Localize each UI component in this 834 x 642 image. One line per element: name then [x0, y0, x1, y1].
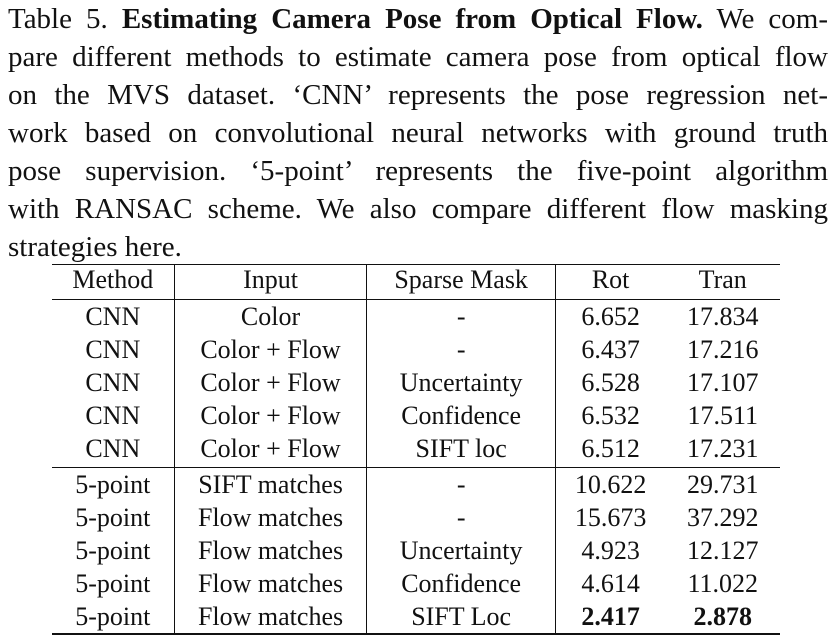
cell-rot: 6.532	[581, 401, 640, 430]
header-tran: Tran	[698, 265, 747, 294]
cell-mask: -	[366, 333, 556, 366]
table-label: Table 5.	[8, 3, 108, 35]
cell-tran: 17.834	[686, 302, 759, 331]
cell-mask: -	[366, 501, 556, 534]
cell-mask: Confidence	[366, 399, 556, 432]
cell-input: Color + Flow	[173, 432, 367, 468]
caption-line-1: Table 5. Estimating Camera Pose from Opt…	[8, 0, 828, 38]
caption-text: We com-	[716, 3, 828, 35]
cell-method: 5-point	[75, 569, 151, 598]
cell-method: CNN	[85, 368, 141, 397]
cell-tran: 12.127	[686, 536, 759, 565]
cell-method: 5-point	[75, 503, 151, 532]
cell-mask: -	[366, 299, 556, 333]
table-row: CNN Color + Flow SIFT loc 6.512 17.231	[52, 432, 780, 468]
cell-tran-best: 2.878	[693, 602, 752, 631]
cell-input: SIFT matches	[173, 467, 367, 501]
caption-line-4: work based on convolutional neural netwo…	[8, 117, 828, 149]
table-row: CNN Color + Flow Confidence 6.532 17.511	[52, 399, 780, 432]
cell-mask: SIFT Loc	[366, 600, 556, 634]
five-point-group: 5-point SIFT matches - 10.622 29.731 5-p…	[52, 467, 780, 634]
cell-mask: SIFT loc	[366, 432, 556, 468]
results-table: Method Input Sparse Mask Rot Tran CNN Co…	[52, 264, 780, 635]
cell-tran: 37.292	[686, 503, 759, 532]
cell-input: Color + Flow	[173, 333, 367, 366]
table-title: Estimating Camera Pose from Optical Flow…	[121, 3, 703, 35]
header-sparse-mask: Sparse Mask	[366, 264, 556, 300]
table-row: CNN Color + Flow Uncertainty 6.528 17.10…	[52, 366, 780, 399]
cell-rot: 10.622	[574, 470, 647, 499]
table-row: 5-point Flow matches Uncertainty 4.923 1…	[52, 534, 780, 567]
table-row: 5-point Flow matches - 15.673 37.292	[52, 501, 780, 534]
caption-line-7: strategies here.	[8, 231, 182, 263]
cell-method: 5-point	[75, 536, 151, 565]
cell-input: Flow matches	[173, 501, 367, 534]
cell-mask: Uncertainty	[366, 534, 556, 567]
cell-input: Color + Flow	[173, 399, 367, 432]
cell-input: Color + Flow	[173, 366, 367, 399]
table-caption: Table 5. Estimating Camera Pose from Opt…	[8, 0, 828, 266]
header-input: Input	[173, 264, 367, 300]
cell-input: Color	[173, 299, 367, 333]
cell-rot: 6.652	[581, 302, 640, 331]
cell-rot: 15.673	[574, 503, 647, 532]
cell-rot: 4.923	[581, 536, 640, 565]
cell-mask: Uncertainty	[366, 366, 556, 399]
cell-tran: 29.731	[686, 470, 759, 499]
caption-line-2: pare different methods to estimate camer…	[8, 41, 828, 73]
cell-tran: 11.022	[687, 569, 758, 598]
cell-rot: 4.614	[581, 569, 640, 598]
cell-method: 5-point	[75, 470, 151, 499]
cell-input: Flow matches	[173, 534, 367, 567]
cell-mask: -	[366, 467, 556, 501]
cell-rot: 6.528	[581, 368, 640, 397]
cell-rot-best: 2.417	[581, 602, 640, 631]
header-rot: Rot	[591, 265, 630, 294]
caption-line-6: with RANSAC scheme. We also compare diff…	[8, 193, 828, 225]
cell-input: Flow matches	[173, 600, 367, 634]
table-row: 5-point Flow matches Confidence 4.614 11…	[52, 567, 780, 600]
cell-tran: 17.107	[686, 368, 759, 397]
cell-method: CNN	[85, 401, 141, 430]
cell-tran: 17.511	[687, 401, 758, 430]
cell-input: Flow matches	[173, 567, 367, 600]
cell-method: CNN	[85, 302, 141, 331]
table-row: CNN Color - 6.652 17.834	[52, 299, 780, 333]
table-row: 5-point SIFT matches - 10.622 29.731	[52, 467, 780, 501]
header-row: Method Input Sparse Mask Rot Tran	[52, 264, 780, 300]
table-row: 5-point Flow matches SIFT Loc 2.417 2.87…	[52, 600, 780, 634]
table-row: CNN Color + Flow - 6.437 17.216	[52, 333, 780, 366]
cell-tran: 17.216	[686, 335, 759, 364]
cell-rot: 6.437	[581, 335, 640, 364]
cell-rot: 6.512	[581, 434, 640, 463]
cell-tran: 17.231	[686, 434, 759, 463]
cell-method: 5-point	[75, 602, 151, 631]
caption-line-5: pose supervision. ‘5-point’ represents t…	[8, 155, 828, 187]
cell-method: CNN	[85, 335, 141, 364]
cell-mask: Confidence	[366, 567, 556, 600]
cell-method: CNN	[85, 434, 141, 463]
header-method: Method	[72, 265, 154, 294]
caption-line-3: on the MVS dataset. ‘CNN’ represents the…	[8, 79, 828, 111]
cnn-group: CNN Color - 6.652 17.834 CNN Color + Flo…	[52, 299, 780, 468]
